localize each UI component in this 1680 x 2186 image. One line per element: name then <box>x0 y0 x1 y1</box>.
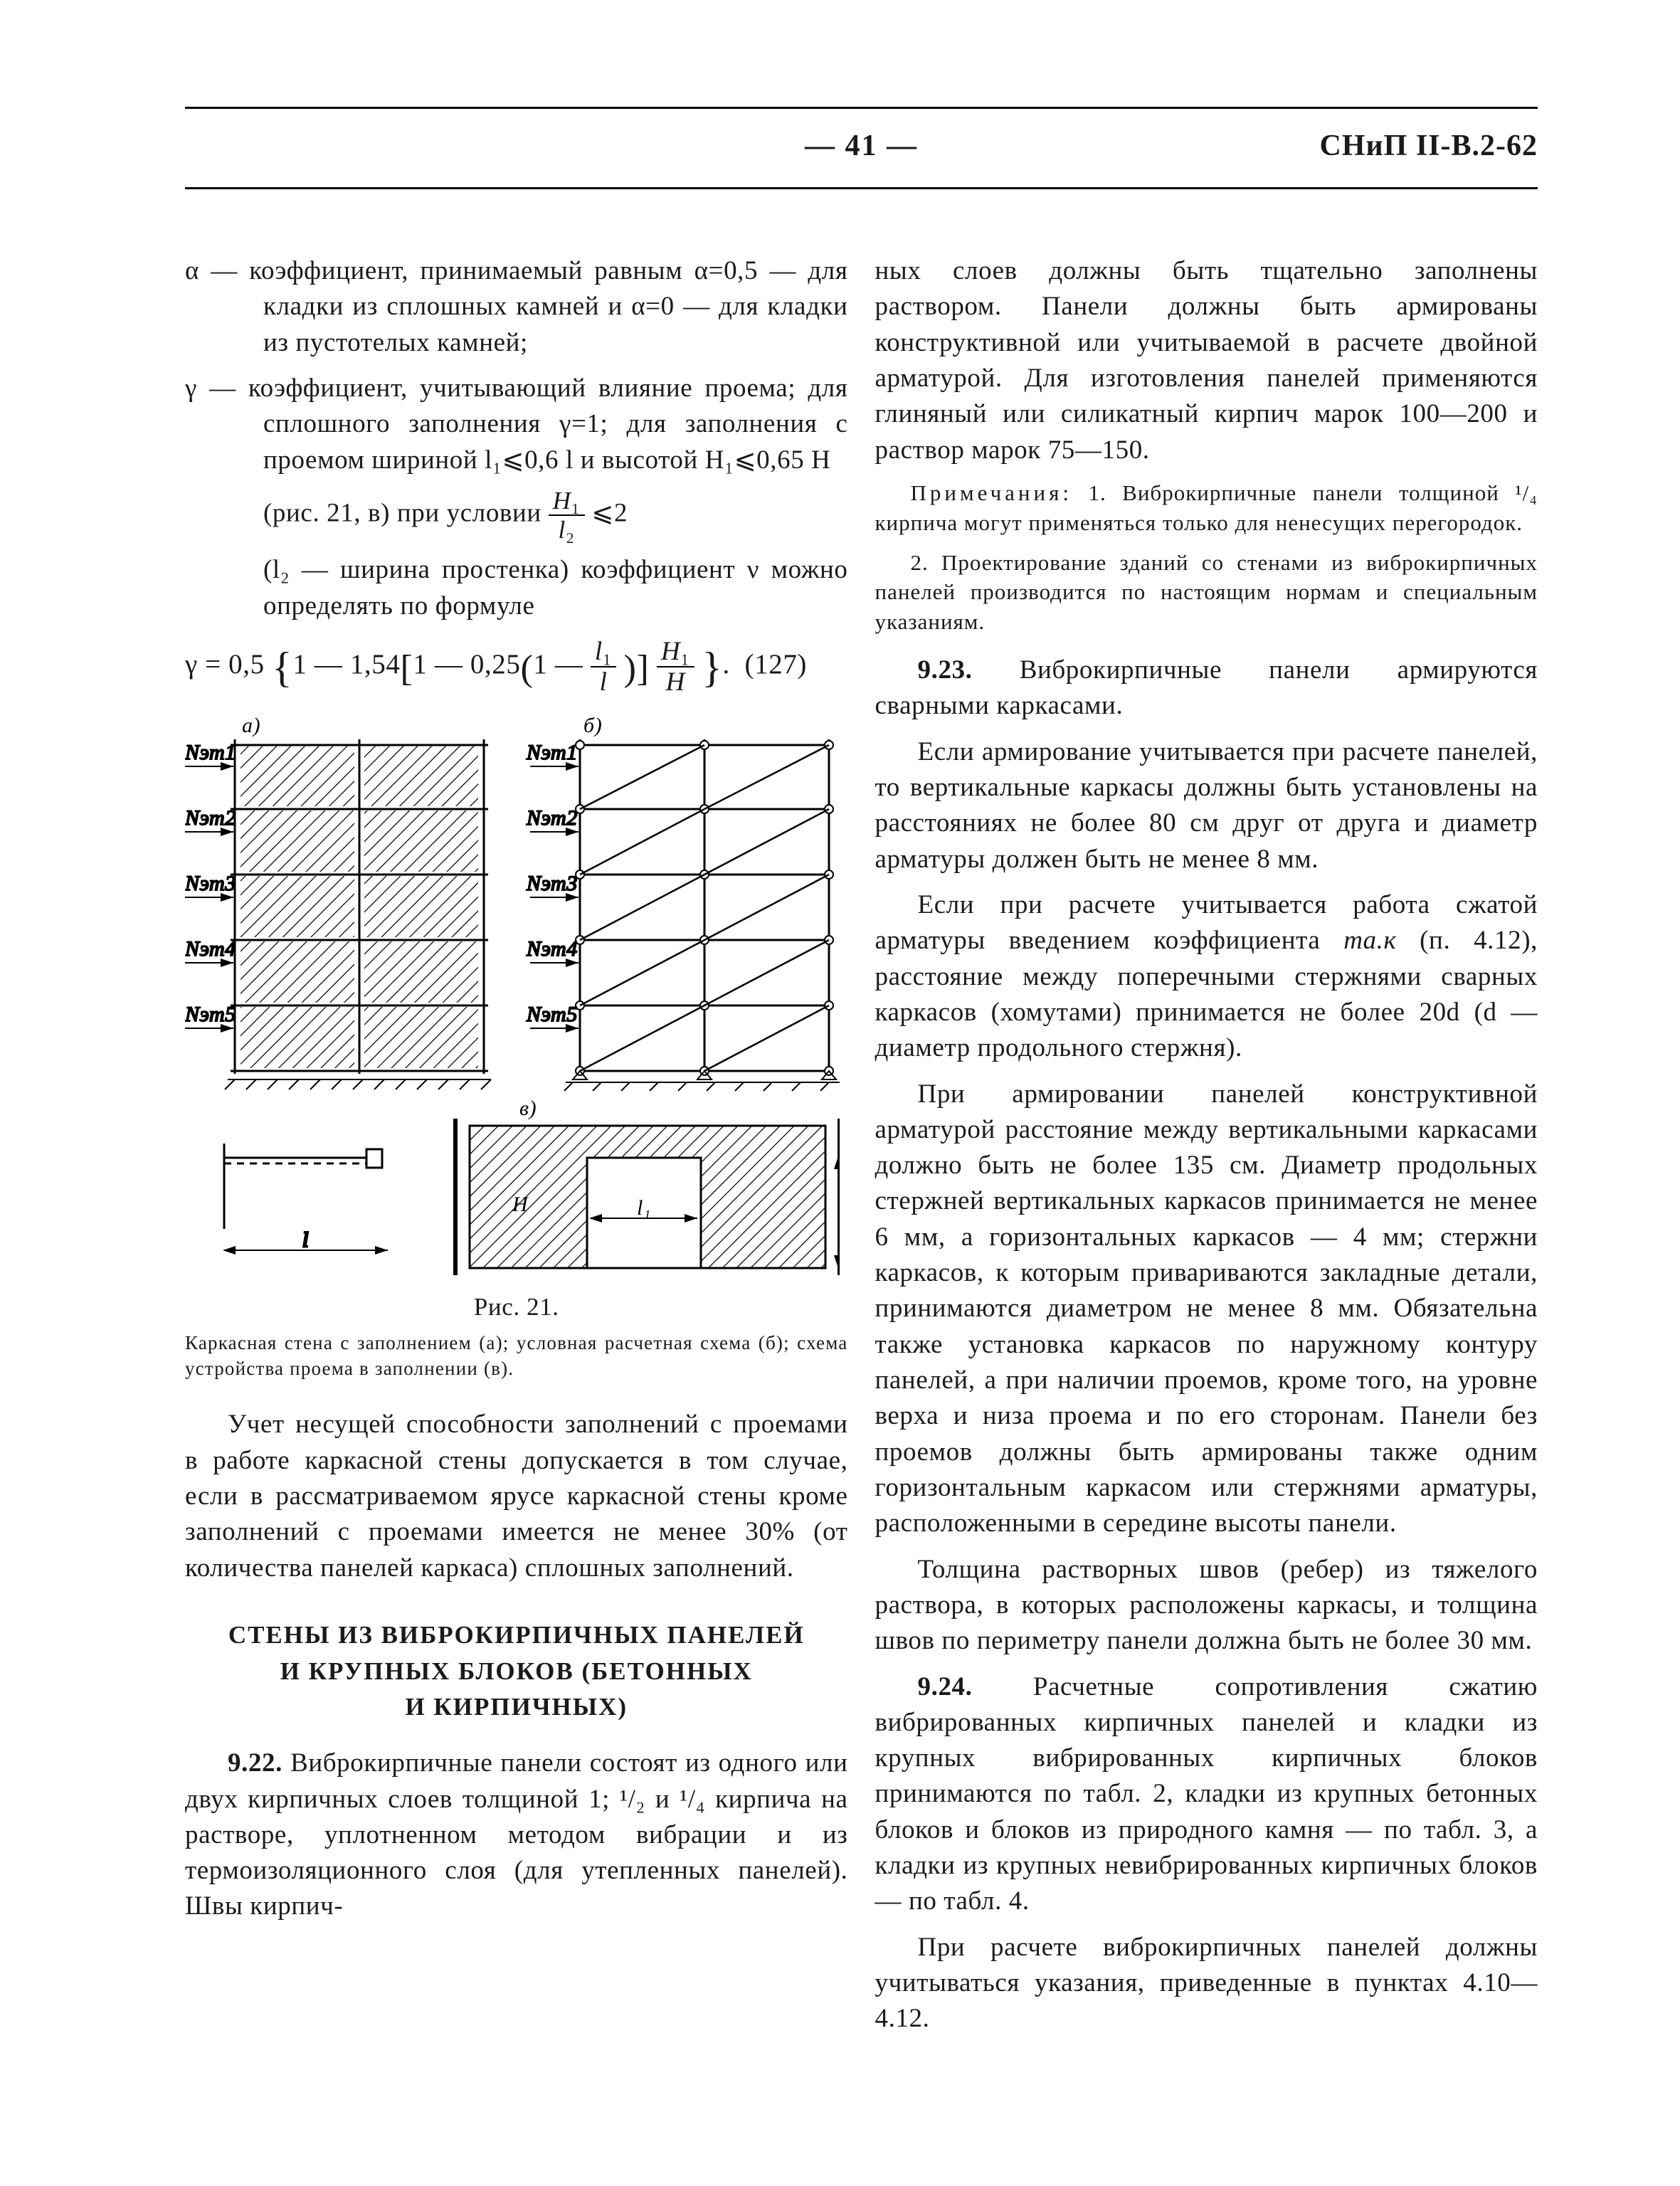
fig-label-a: а) <box>242 717 260 737</box>
clause-9-22-num: 9.22. <box>228 1748 282 1778</box>
def-gamma-1: γ — коэффициент, учитывающий влияние про… <box>185 371 848 478</box>
fig-label-b: б) <box>583 717 602 737</box>
left-column: α — коэффициент, принимаемый равным α=0,… <box>185 253 848 2047</box>
fig-v-detail: l <box>224 1144 388 1252</box>
note-1: Примечания: 1. Виброкирпичные панели тол… <box>875 478 1538 538</box>
fig-a-forces: Nэт1 Nэт2 Nэт3 Nэт4 Nэт5 <box>185 741 236 1028</box>
fig-panel-a <box>225 739 491 1089</box>
note-lead: Примечания: <box>911 480 1072 505</box>
fig-label-v: в) <box>519 1097 537 1120</box>
clause-9-22: 9.22. Виброкирпичные панели состоят из о… <box>185 1746 848 1925</box>
clause-9-23-num: 9.23. <box>918 655 973 685</box>
svg-text:H: H <box>512 1193 529 1216</box>
svg-text:Nэт2: Nэт2 <box>526 806 578 830</box>
figure-21-svg: а) б) <box>185 717 840 1279</box>
sym-mak: mа.к <box>1343 926 1396 955</box>
def-gamma-2b: ⩽2 <box>591 499 628 528</box>
svg-text:l: l <box>302 1228 309 1252</box>
svg-text:Nэт5: Nэт5 <box>185 1003 236 1026</box>
page-number: — 41 — <box>805 129 918 163</box>
svg-text:Nэт5: Nэт5 <box>526 1003 578 1026</box>
note-2: 2. Проектирование зданий со стенами из в… <box>875 548 1538 638</box>
clause-9-22-text: Виброкирпичные панели состоят из одного … <box>185 1748 848 1921</box>
page: — 41 — СНиП II-В.2-62 α — коэффициент, п… <box>0 0 1680 2186</box>
svg-text:Nэт1: Nэт1 <box>185 741 236 764</box>
equation-127: γ = 0,5 {1 — 1,54[1 — 0,25(1 — l₁l )] H₁… <box>185 638 848 695</box>
fig-b-forces: Nэт1 Nэт2 Nэт3 Nэт4 Nэт5 <box>526 741 579 1028</box>
fig-panel-b <box>564 739 840 1091</box>
clause-9-23-d: При армировании панелей конструктивной а… <box>875 1077 1538 1542</box>
clause-9-23-c: Если при расчете учитывается работа сжат… <box>875 887 1538 1067</box>
figure-caption: Рис. 21. <box>185 1290 848 1324</box>
svg-text:Nэт1: Nэт1 <box>526 741 578 764</box>
frac-h1-l2: H₁l₂ <box>549 488 585 542</box>
figure-subcaption: Каркасная стена с заполнением (а); услов… <box>185 1330 848 1382</box>
clause-9-23-a: 9.23. Виброкирпичные панели армируются с… <box>875 653 1538 724</box>
fig-panel-v: l₁ H H₁ <box>455 1119 840 1275</box>
clause-9-23-b: Если армирование учитывается при расчете… <box>875 734 1538 877</box>
def-gamma-2: (рис. 21, в) при условии H₁l₂ ⩽2 <box>185 488 848 542</box>
svg-text:Nэт4: Nэт4 <box>526 937 578 961</box>
right-p1: ных слоев должны быть тщательно заполнен… <box>875 253 1538 468</box>
clause-9-24-text: Расчетные сопротивления сжатию вибрирова… <box>875 1672 1538 1916</box>
eq-number: (127) <box>745 649 807 680</box>
clause-9-24-num: 9.24. <box>918 1672 973 1701</box>
clause-9-23-text: Виброкирпичные панели армируются сварным… <box>875 655 1538 720</box>
section-heading-walls: СТЕНЫ ИЗ ВИБРОКИРПИЧНЫХ ПАНЕЛЕЙ И КРУПНЫ… <box>185 1617 848 1726</box>
svg-text:Nэт3: Nэт3 <box>526 872 578 895</box>
clause-9-23-e: Толщина растворных швов (ребер) из тяжел… <box>875 1552 1538 1659</box>
clause-9-24-a: 9.24. Расчетные сопротивления сжатию виб… <box>875 1669 1538 1920</box>
def-gamma-3: (l₂ — ширина простенка) коэффициент ν мо… <box>185 552 848 624</box>
svg-text:Nэт4: Nэт4 <box>185 937 236 961</box>
columns: α — коэффициент, принимаемый равным α=0,… <box>185 253 1538 2047</box>
h2-line-1: СТЕНЫ ИЗ ВИБРОКИРПИЧНЫХ ПАНЕЛЕЙ <box>185 1617 848 1654</box>
h2-line-2: И КРУПНЫХ БЛОКОВ (БЕТОННЫХ <box>185 1654 848 1690</box>
svg-text:l₁: l₁ <box>637 1196 651 1220</box>
right-column: ных слоев должны быть тщательно заполнен… <box>875 253 1538 2047</box>
page-header: — 41 — СНиП II-В.2-62 <box>185 107 1538 189</box>
svg-text:Nэт2: Nэт2 <box>185 806 236 830</box>
svg-text:Nэт3: Nэт3 <box>185 872 236 895</box>
h2-line-3: И КИРПИЧНЫХ) <box>185 1689 848 1726</box>
figure-21: а) б) <box>185 717 848 1279</box>
clause-9-24-b: При расчете виброкирпичных панелей должн… <box>875 1930 1538 2037</box>
def-gamma-2a: (рис. 21, в) при условии <box>263 499 549 528</box>
doc-code: СНиП II-В.2-62 <box>1319 129 1538 163</box>
notes-block: Примечания: 1. Виброкирпичные панели тол… <box>875 478 1538 637</box>
def-alpha: α — коэффициент, принимаемый равным α=0,… <box>185 253 848 361</box>
left-para-1: Учет несущей способности заполнений с пр… <box>185 1407 848 1586</box>
